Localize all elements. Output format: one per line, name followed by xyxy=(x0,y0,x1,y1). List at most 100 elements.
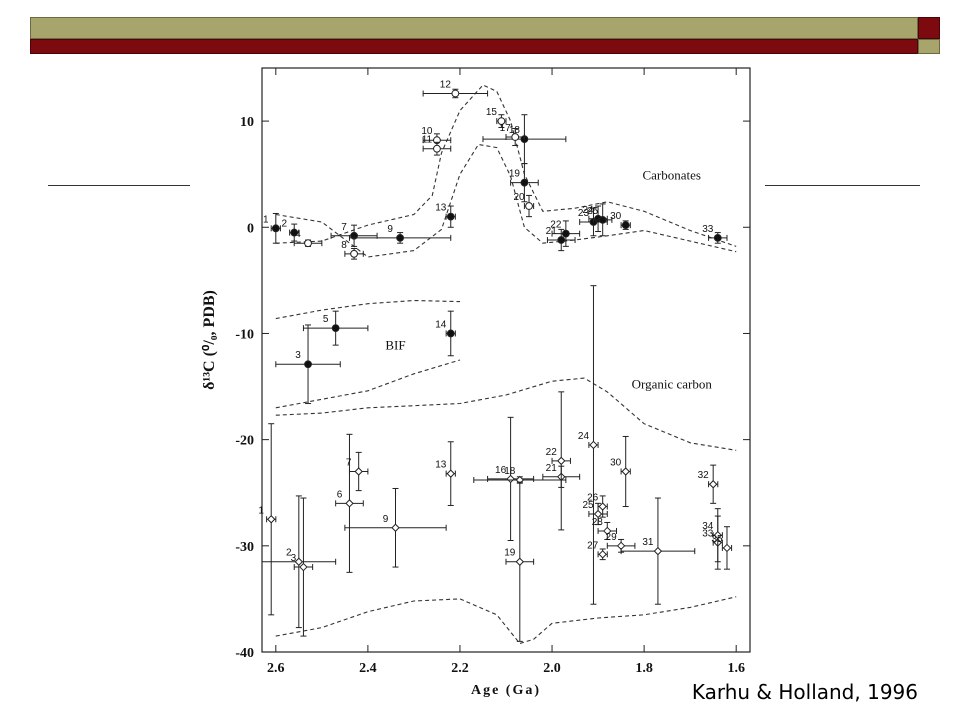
data-point xyxy=(345,499,354,508)
bif-upper-envelope xyxy=(275,299,461,320)
carbonates-upper-envelope xyxy=(275,84,737,247)
accent-band-corner xyxy=(918,39,940,54)
point-label: 17 xyxy=(500,123,512,134)
point-label: 3 xyxy=(291,553,297,564)
x-axis-label: Age (Ga) xyxy=(471,683,541,698)
point-label: 15 xyxy=(486,107,498,118)
plot-frame xyxy=(261,67,751,653)
data-point xyxy=(304,239,312,248)
point-label: 25 xyxy=(583,500,595,511)
point-label: 19 xyxy=(504,548,516,559)
data-point xyxy=(354,467,363,476)
point-label: 30 xyxy=(610,211,622,222)
data-point xyxy=(515,557,525,566)
point-label: 24 xyxy=(578,431,590,442)
data-point xyxy=(557,236,566,244)
point-label: 12 xyxy=(440,79,452,90)
data-point xyxy=(561,229,570,238)
accent-band xyxy=(30,39,918,54)
data-point xyxy=(433,144,441,153)
data-point xyxy=(603,526,612,536)
data-point xyxy=(589,440,598,450)
point-label: 11 xyxy=(422,135,433,146)
data-point xyxy=(331,324,340,333)
data-point xyxy=(304,360,312,369)
x-tick-label: 2.6 xyxy=(267,661,285,676)
title-band xyxy=(30,17,918,39)
data-point xyxy=(598,502,607,511)
point-label: 3 xyxy=(295,350,301,361)
point-label: 9 xyxy=(383,514,389,525)
x-tick-label: 1.8 xyxy=(635,661,653,676)
point-label: 31 xyxy=(642,537,654,548)
data-point xyxy=(621,221,630,230)
point-label: 13 xyxy=(435,203,447,214)
region-label: Carbonates xyxy=(642,167,700,182)
data-point xyxy=(451,89,460,98)
data-point xyxy=(598,215,607,224)
data-point xyxy=(446,469,455,478)
data-point xyxy=(391,523,400,532)
point-label: 23 xyxy=(578,208,590,219)
divider-right xyxy=(765,185,920,186)
data-point xyxy=(713,233,722,242)
data-point xyxy=(506,474,515,484)
y-tick-label: 10 xyxy=(240,115,254,130)
point-label: 28 xyxy=(592,517,604,528)
point-label: 24 xyxy=(583,205,595,216)
data-point xyxy=(446,212,455,221)
x-tick-label: 2.2 xyxy=(451,661,469,676)
y-axis-label: δ¹³C (⁰/₀, PDB) xyxy=(201,290,218,390)
data-point xyxy=(290,228,299,237)
data-point xyxy=(446,329,455,338)
point-label: 29 xyxy=(606,532,618,543)
point-label: 18 xyxy=(509,125,521,136)
isotope-chart: 2.6 2.4 2.2 2.0 1.8 1.6 10 0 -10 -20 -30 -40 Age (Ga… xyxy=(201,67,751,698)
point-label: 5 xyxy=(323,314,329,325)
point-label: 13 xyxy=(435,460,447,471)
data-point xyxy=(294,557,304,566)
data-point xyxy=(511,133,520,141)
data-point xyxy=(396,233,405,242)
x-tick-label: 2.4 xyxy=(359,661,377,676)
point-label: 2 xyxy=(281,219,287,230)
point-label: 9 xyxy=(387,224,393,235)
point-label: 1 xyxy=(258,505,264,516)
point-label: 33 xyxy=(702,224,714,235)
point-label: 21 xyxy=(546,463,558,474)
citation: Karhu & Holland, 1996 xyxy=(691,680,918,704)
figure: 2.6 2.4 2.2 2.0 1.8 1.6 10 0 -10 -20 -30 -40 Age (Ga… xyxy=(190,60,765,712)
point-label: 16 xyxy=(495,465,507,476)
carbonates-lower-envelope xyxy=(275,143,737,258)
point-label: 22 xyxy=(546,447,558,458)
point-label: 30 xyxy=(610,457,622,468)
data-point xyxy=(653,546,663,556)
data-point xyxy=(497,117,506,125)
data-point xyxy=(557,456,566,466)
point-label: 21 xyxy=(546,226,558,237)
point-label: 26 xyxy=(587,493,599,504)
point-label: 18 xyxy=(504,466,516,477)
point-label: 8 xyxy=(341,240,347,251)
point-label: 33 xyxy=(702,529,714,540)
divider-left xyxy=(48,185,190,186)
point-label: 4 xyxy=(295,229,301,240)
point-label: 22 xyxy=(550,220,562,231)
data-point xyxy=(299,562,308,572)
point-label: 14 xyxy=(435,319,447,330)
data-point xyxy=(621,467,630,476)
data-point xyxy=(593,509,603,519)
data-point xyxy=(520,178,529,187)
y-tick-label: -10 xyxy=(235,327,254,342)
data-point xyxy=(267,515,276,524)
point-label: 27 xyxy=(587,540,599,551)
data-point xyxy=(713,530,722,540)
point-label: 6 xyxy=(337,489,343,500)
data-point xyxy=(525,202,533,210)
data-point xyxy=(350,249,358,258)
data-point xyxy=(271,224,280,233)
title-band-corner xyxy=(918,17,940,39)
point-label: 32 xyxy=(698,470,710,481)
y-tick-label: -20 xyxy=(235,434,254,449)
y-tick-label: -40 xyxy=(235,646,254,661)
